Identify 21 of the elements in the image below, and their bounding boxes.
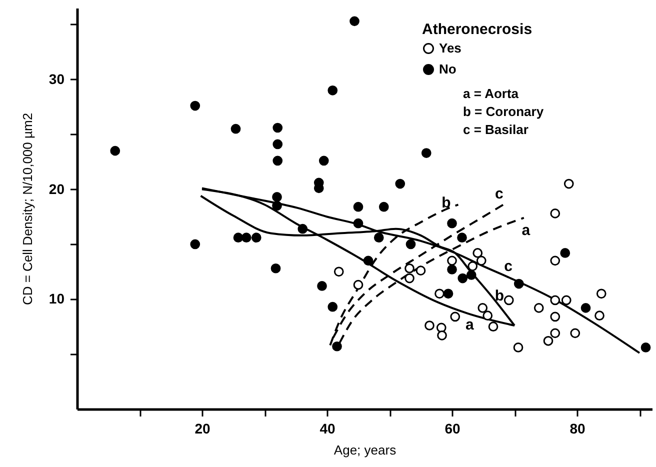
annotation: b bbox=[442, 194, 451, 212]
legend-title: Atheronecrosis bbox=[422, 21, 532, 38]
x-tick-label: 60 bbox=[444, 420, 460, 436]
annotation: a bbox=[522, 222, 531, 239]
annotation: b bbox=[494, 288, 504, 305]
annotation: c bbox=[494, 186, 504, 203]
legend-label: No bbox=[439, 62, 456, 76]
legend-label: Yes bbox=[439, 40, 462, 56]
x-axis-title: Age; years bbox=[334, 442, 397, 458]
x-tick-label: 80 bbox=[570, 420, 586, 436]
annotation: a = Aorta bbox=[463, 86, 520, 101]
y-axis-title: CD = Cell Density; N/10,000 µm2 bbox=[20, 112, 35, 306]
x-tick-label: 40 bbox=[320, 420, 336, 436]
annotation: c bbox=[504, 258, 512, 276]
y-tick-label: 20 bbox=[48, 180, 65, 197]
annotation: a bbox=[465, 316, 474, 334]
annotation: c = Basilar bbox=[463, 122, 528, 137]
y-tick-label: 30 bbox=[48, 70, 65, 87]
y-tick-label: 10 bbox=[48, 290, 65, 307]
x-tick-label: 20 bbox=[194, 420, 210, 436]
annotation: b = Coronary bbox=[463, 104, 544, 119]
